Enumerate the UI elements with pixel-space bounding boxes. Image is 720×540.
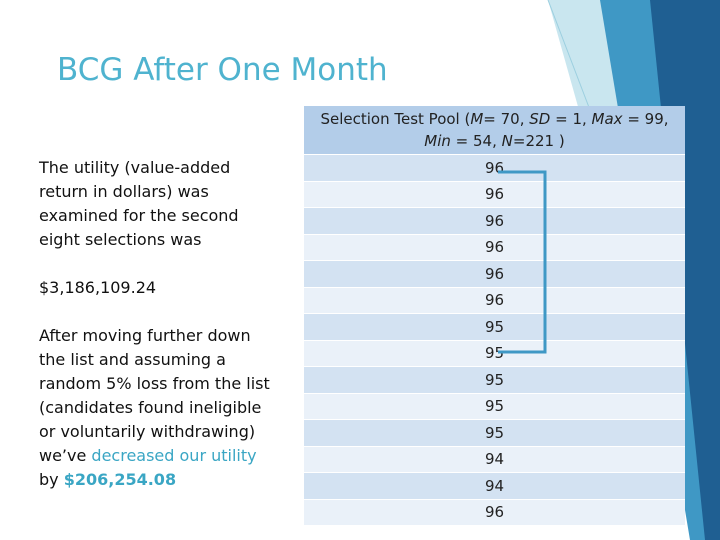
header-text: N xyxy=(501,132,513,150)
table-row: 96 xyxy=(304,154,685,182)
header-text: Max xyxy=(591,110,623,128)
header-text: = 70, xyxy=(483,110,530,128)
table-row: 96 xyxy=(304,260,685,288)
table-row: 96 xyxy=(304,207,685,235)
header-text: = 99, xyxy=(622,110,669,128)
table-cell: 95 xyxy=(304,366,685,394)
header-text: Selection Test Pool ( xyxy=(320,110,471,128)
paragraph: After moving further down the list and a… xyxy=(39,324,271,492)
table-cell: 96 xyxy=(304,260,685,288)
header-text: =221 ) xyxy=(512,132,565,150)
amount: $3,186,109.24 xyxy=(39,278,157,297)
table-row: 96 xyxy=(304,181,685,208)
table-cell: 96 xyxy=(304,181,685,208)
accent-line xyxy=(547,0,591,111)
header-text: = 1, xyxy=(550,110,592,128)
table-row: 96 xyxy=(304,234,685,261)
table-cell: 94 xyxy=(304,472,685,500)
text-run: After moving further down the list and a… xyxy=(39,326,270,465)
table-row: 94 xyxy=(304,446,685,473)
text-run: decreased our utility xyxy=(91,446,257,465)
data-table: Selection Test Pool (M= 70, SD = 1, Max … xyxy=(304,106,685,526)
slide-title: BCG After One Month xyxy=(57,52,388,88)
header-cell: Selection Test Pool (M= 70, SD = 1, Max … xyxy=(304,106,685,155)
table-row: 95 xyxy=(304,313,685,341)
table-cell: 95 xyxy=(304,419,685,447)
table-cell: 96 xyxy=(304,234,685,261)
table-cell: 95 xyxy=(304,340,685,367)
header-text: M xyxy=(470,110,484,128)
table-row: 94 xyxy=(304,472,685,500)
table-cell: 94 xyxy=(304,446,685,473)
text-run: $206,254.08 xyxy=(63,470,177,489)
table-row: 96 xyxy=(304,287,685,314)
table-row: 96 xyxy=(304,499,685,526)
table-cell: 96 xyxy=(304,207,685,235)
table-row: 95 xyxy=(304,340,685,367)
header-text: SD xyxy=(529,110,551,128)
header-text: Min xyxy=(424,132,451,150)
table-row: 95 xyxy=(304,393,685,420)
table-row: 95 xyxy=(304,366,685,394)
table-cell: 95 xyxy=(304,313,685,341)
table-cell: 95 xyxy=(304,393,685,420)
header-row: Selection Test Pool (M= 70, SD = 1, Max … xyxy=(304,106,685,155)
table-cell: 96 xyxy=(304,154,685,182)
table-cell: 96 xyxy=(304,499,685,526)
table-row: 95 xyxy=(304,419,685,447)
header-text: = 54, xyxy=(450,132,502,150)
slide-body: The utility (value-added return in dolla… xyxy=(39,156,271,516)
paragraph: The utility (value-added return in dolla… xyxy=(39,158,239,249)
table-cell: 96 xyxy=(304,287,685,314)
text-run: by xyxy=(39,470,64,489)
